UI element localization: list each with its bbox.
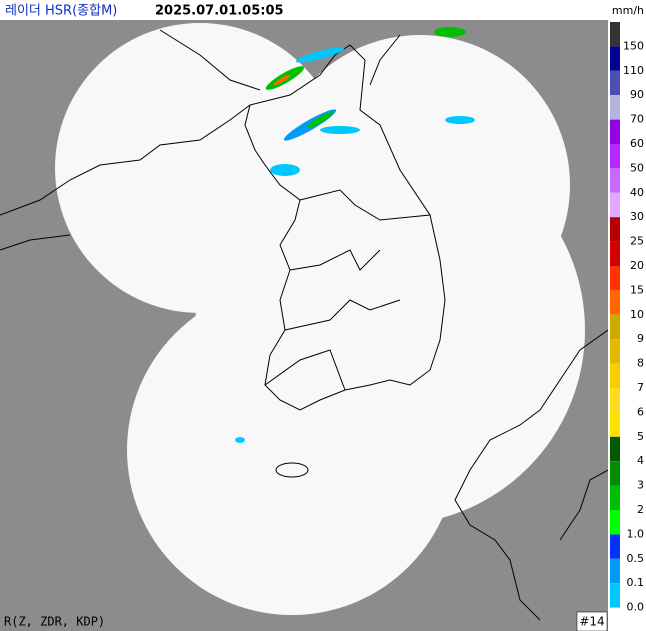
precipitation [235,27,475,443]
legend-swatch [610,412,620,437]
legend-label: 40 [630,186,644,199]
legend-swatch [610,168,620,193]
legend-swatch [610,388,620,413]
legend-swatch [610,436,620,462]
legend-swatch [610,314,620,340]
frame: #14 [579,615,604,629]
legend-label: 110 [623,64,644,77]
legend-swatch [610,70,620,96]
legend-label: 7 [637,381,644,394]
timestamp: 2025.07.01.05:05 [155,4,284,19]
legend-label: 90 [630,88,644,101]
coastlines [0,29,608,621]
legend-label: 3 [637,479,644,492]
legend-label: 0.1 [627,576,645,589]
legend-label: 30 [630,210,644,223]
legend-swatch [610,241,620,266]
legend-swatch [610,339,620,364]
legend-swatch [610,144,620,169]
legend-label: 15 [630,283,644,296]
method: R(Z, ZDR, KDP) [4,615,105,629]
legend-swatch [610,558,620,584]
legend-swatch [610,22,620,47]
legend-label: 25 [630,235,644,248]
legend-label: 10 [630,308,644,321]
legend-label: 1.0 [627,527,645,540]
legend-swatch [610,266,620,291]
legend-swatch [610,461,620,486]
legend: 150 110 90 70 60 50 40 30 25 20 15 10 9 8 7 6 5 4 3 2 1.0 0.5… [610,22,644,614]
legend-label: 20 [630,259,644,272]
legend-swatch [610,119,620,144]
legend-swatch [610,510,620,535]
legend-swatch [610,192,620,218]
unit: mm/h [612,4,644,17]
legend-swatch [610,583,620,608]
legend-swatch [610,217,620,242]
legend-label: 9 [637,332,644,345]
legend-label: 8 [637,357,644,370]
legend-swatch [610,363,620,388]
radar-coverage [55,23,585,615]
legend-label: 50 [630,161,644,174]
legend-label: 150 [623,39,644,52]
legend-label: 5 [637,430,644,443]
legend-label: 4 [637,454,644,467]
legend-label: 70 [630,113,644,126]
legend-swatch [610,95,620,120]
legend-swatch [610,290,620,315]
legend-swatch [610,485,620,510]
legend-swatch [610,46,620,71]
legend-label: 60 [630,137,644,150]
frame-box [576,611,608,631]
legend-label: 0.0 [627,601,645,614]
legend-swatch [610,534,620,559]
map: R(Z, ZDR, KDP) #14 [0,20,608,631]
legend-label: 2 [637,503,644,516]
title: 레이더 HSR(종합M) [5,4,117,19]
legend-label: 6 [637,405,644,418]
legend-label: 0.5 [627,552,645,565]
